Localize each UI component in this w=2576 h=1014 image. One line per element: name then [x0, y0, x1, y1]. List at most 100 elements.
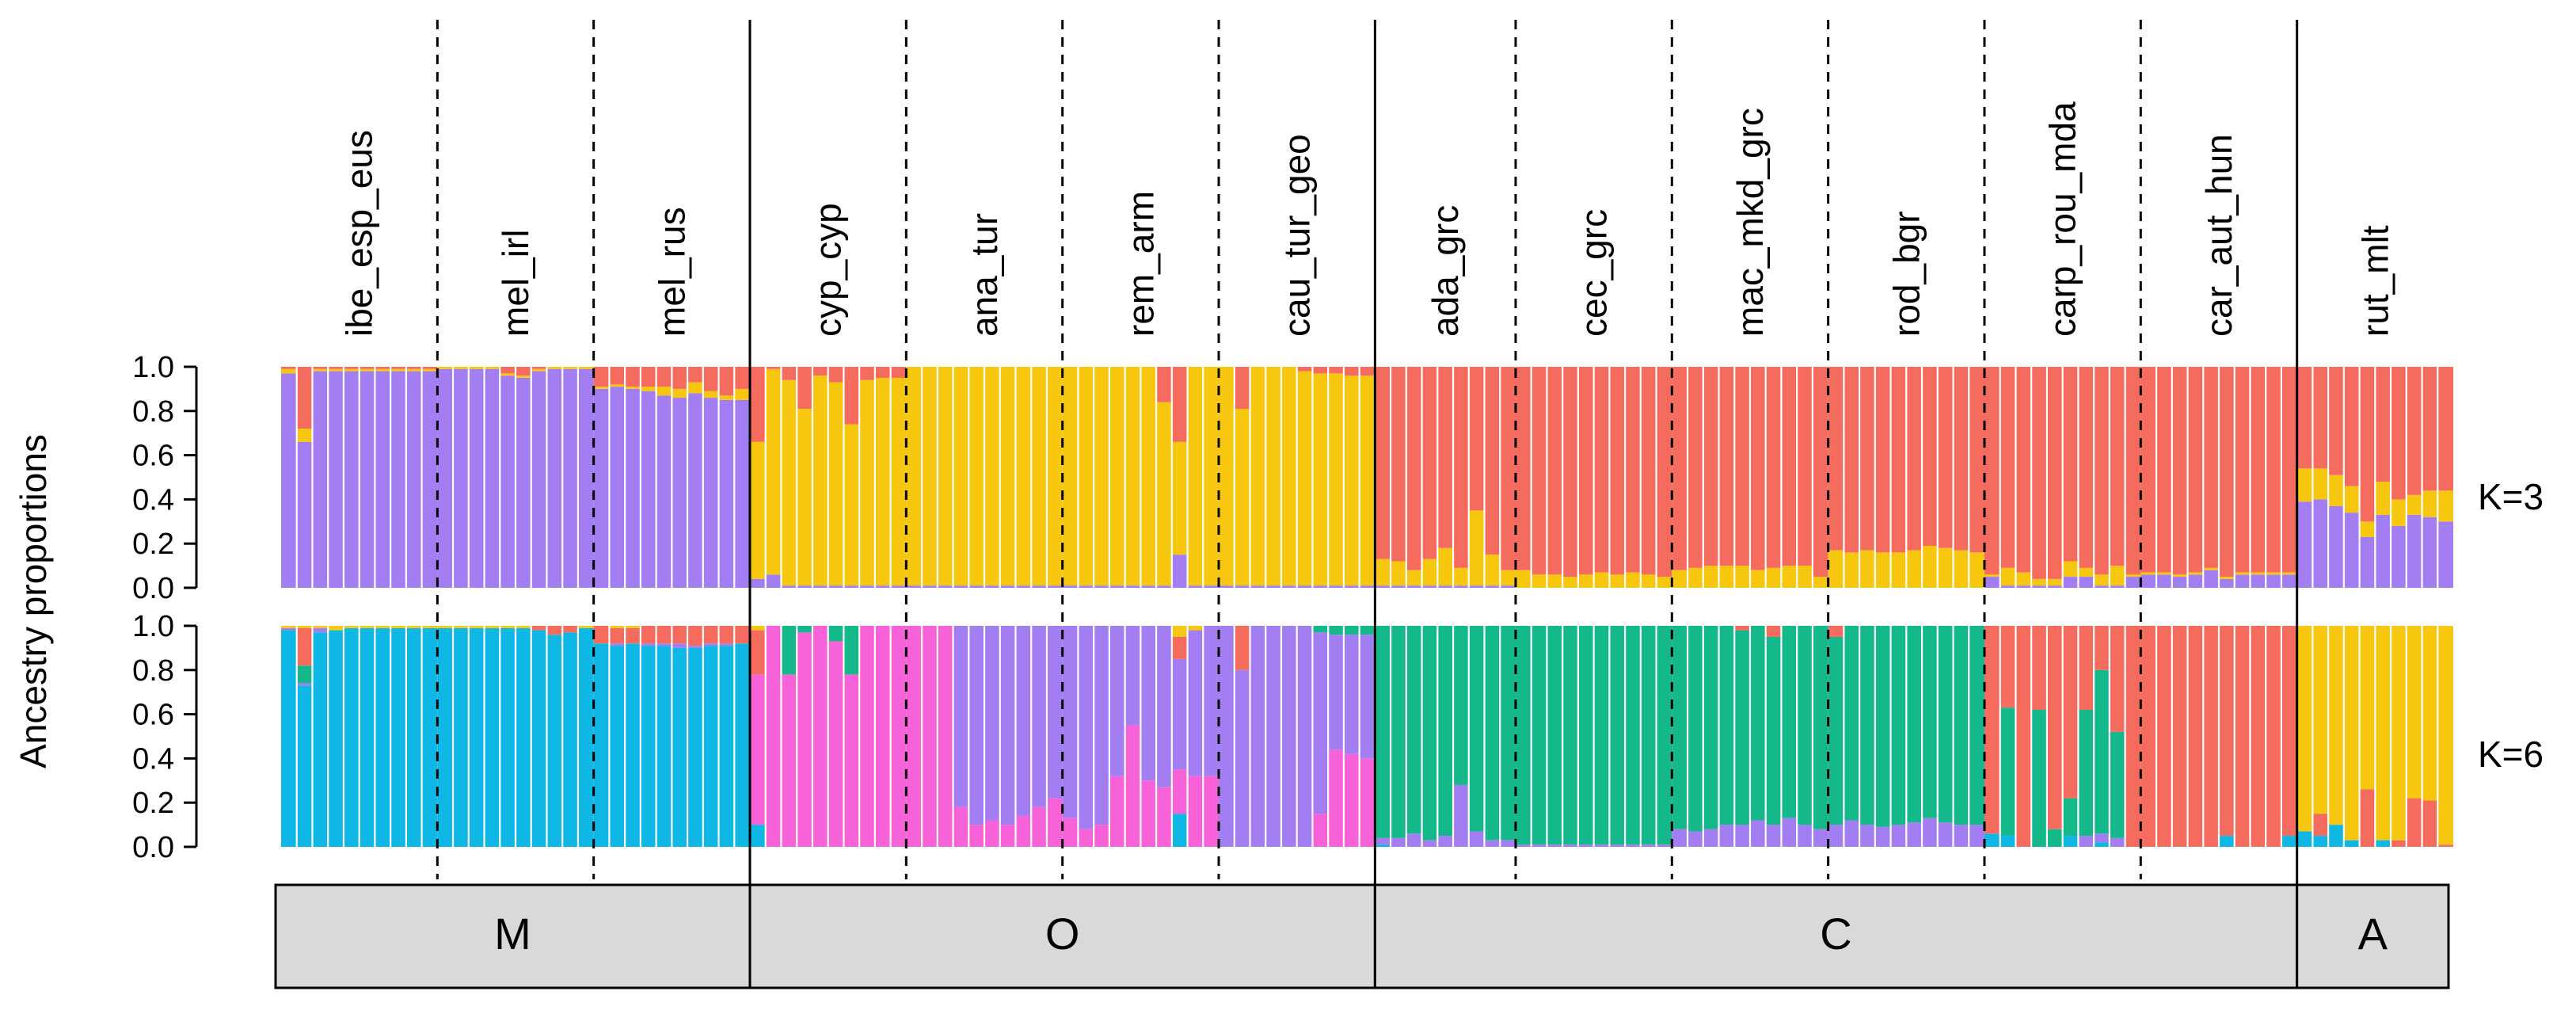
bar-segment	[296, 441, 313, 588]
bar-segment	[1234, 367, 1250, 410]
bar-segment	[1515, 570, 1532, 588]
bar-segment	[2312, 626, 2329, 814]
bar-segment	[2266, 574, 2281, 588]
group-label: C	[1820, 909, 1851, 959]
bar-segment	[2296, 626, 2313, 832]
bar-segment	[437, 368, 454, 588]
bar-segment	[328, 367, 344, 369]
bar-segment	[1859, 550, 1875, 588]
bar-segment	[2000, 585, 2016, 588]
bar-segment	[843, 367, 860, 425]
bar-segment	[1922, 626, 1938, 818]
bar-segment	[2046, 585, 2063, 588]
bar-segment	[1484, 585, 1501, 588]
bar-segment	[672, 388, 688, 398]
bar-segment	[1688, 367, 1703, 568]
bar-segment	[968, 585, 985, 588]
bar-segment	[2203, 567, 2219, 570]
bar-segment	[546, 368, 563, 588]
bar-segment	[859, 626, 875, 847]
bar-segment	[2078, 710, 2095, 837]
bar-segment	[1312, 626, 1329, 633]
bar-segment	[2125, 626, 2141, 847]
bar-segment	[922, 626, 938, 847]
bar-segment	[531, 630, 547, 847]
bar-segment	[828, 641, 844, 847]
bar-segment	[1124, 585, 1141, 588]
bar-segment	[656, 387, 672, 396]
bar-segment	[2406, 494, 2422, 515]
bar-segment	[359, 367, 375, 369]
bar-segment	[1437, 836, 1454, 847]
y-tick-label: 0.8	[132, 654, 174, 688]
population-label: ana_tur	[964, 213, 1005, 337]
bar-segment	[1187, 630, 1204, 776]
bar-segment	[281, 368, 297, 374]
bar-segment	[546, 635, 563, 847]
bar-segment	[1890, 552, 1907, 588]
bar-segment	[1124, 367, 1141, 586]
bar-segment	[1391, 561, 1406, 586]
bar-segment	[1312, 814, 1329, 847]
bar-segment	[2094, 367, 2110, 575]
bar-segment	[531, 626, 547, 631]
bar-segment	[2296, 367, 2313, 469]
bar-segment	[999, 585, 1016, 588]
bar-segment	[1734, 566, 1750, 588]
bar-segment	[2156, 572, 2172, 575]
bar-segment	[577, 627, 594, 847]
bar-segment	[1984, 574, 2000, 578]
bar-segment	[2391, 525, 2407, 588]
bar-segment	[890, 626, 907, 847]
bar-segment	[359, 371, 375, 588]
bar-segment	[1453, 784, 1469, 847]
bar-segment	[1703, 829, 1719, 847]
bar-segment	[702, 367, 719, 391]
bar-segment	[672, 398, 688, 588]
bar-segment	[1781, 626, 1798, 818]
bar-segment	[2031, 710, 2047, 847]
bar-segment	[1734, 626, 1750, 631]
bar-segment	[1953, 550, 1969, 588]
bar-segment	[2328, 626, 2344, 825]
bar-segment	[1765, 825, 1782, 847]
bar-segment	[359, 626, 375, 628]
bar-segment	[1749, 820, 1766, 847]
bar-segment	[797, 632, 812, 847]
bar-segment	[797, 585, 812, 588]
bar-segment	[312, 368, 329, 372]
bar-segment	[999, 626, 1016, 825]
bar-segment	[2375, 626, 2391, 841]
bar-segment	[2359, 367, 2376, 522]
bar-segment	[859, 379, 875, 586]
population-label: mac_mkd_grc	[1729, 108, 1771, 337]
bar-segment	[281, 627, 297, 631]
bar-segment	[2234, 367, 2251, 573]
bar-segment	[1562, 577, 1578, 588]
bar-segment	[516, 626, 531, 628]
bar-segment	[750, 367, 766, 442]
bar-segment	[1797, 626, 1813, 825]
bar-segment	[2422, 626, 2438, 801]
bar-segment	[1844, 552, 1860, 588]
bar-segment	[1969, 552, 1984, 588]
bar-segment	[937, 626, 953, 847]
bar-segment	[843, 674, 860, 847]
bar-segment	[375, 627, 391, 847]
bar-segment	[281, 367, 297, 369]
bar-segment	[1109, 367, 1125, 586]
bar-segment	[1797, 566, 1813, 588]
bar-segment	[593, 387, 610, 389]
bar-segment	[750, 578, 766, 588]
bar-segment	[312, 627, 329, 633]
bar-segment	[2375, 367, 2391, 482]
bar-segment	[343, 367, 360, 369]
bar-segment	[765, 367, 782, 369]
bar-segment	[906, 626, 923, 847]
bar-segment	[2015, 626, 2032, 847]
bar-segment	[1406, 833, 1422, 847]
bar-segment	[2218, 577, 2235, 579]
bar-segment	[1797, 367, 1813, 566]
bar-segment	[1953, 626, 1969, 825]
bar-segment	[781, 674, 797, 847]
